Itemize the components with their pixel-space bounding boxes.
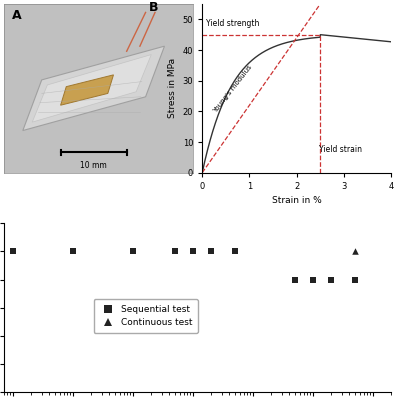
Point — [172, 248, 178, 255]
Text: 10 mm: 10 mm — [80, 161, 107, 170]
Point — [208, 248, 214, 255]
Y-axis label: Stress in MPa: Stress in MPa — [168, 58, 177, 118]
Legend: Sequential test, Continuous test: Sequential test, Continuous test — [94, 300, 198, 333]
Text: B: B — [149, 1, 159, 14]
Point — [310, 276, 316, 283]
Point — [190, 248, 196, 255]
Text: Yield strain: Yield strain — [319, 146, 362, 154]
Point — [130, 248, 136, 255]
Point — [328, 276, 334, 283]
Text: A: A — [11, 9, 21, 22]
Polygon shape — [23, 46, 164, 130]
X-axis label: Strain in %: Strain in % — [272, 196, 322, 205]
Polygon shape — [60, 75, 113, 105]
Point — [352, 276, 358, 283]
Text: Yield strength: Yield strength — [206, 19, 260, 28]
Text: Young's modulus: Young's modulus — [213, 64, 254, 114]
Point — [292, 276, 298, 283]
Point — [352, 248, 358, 255]
Point — [10, 248, 17, 255]
Point — [232, 248, 238, 255]
Point — [70, 248, 76, 255]
Polygon shape — [32, 55, 151, 122]
